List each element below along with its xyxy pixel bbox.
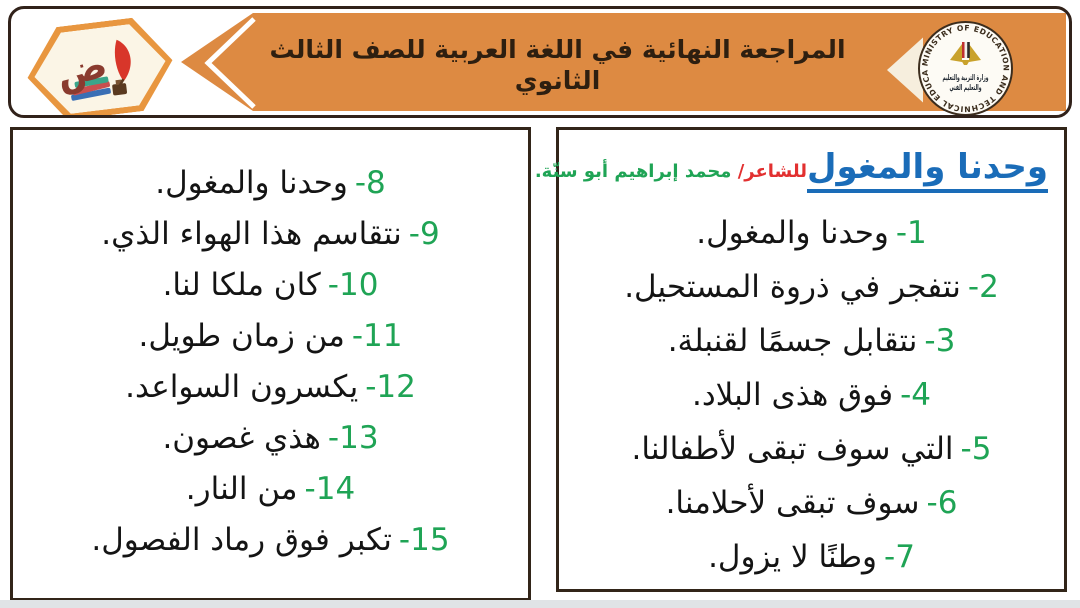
line-number: 12-: [365, 369, 416, 405]
ministry-name-calligraphy: وزارة التربية والتعليم والتعليم الفني: [943, 73, 989, 92]
line-number: 7-: [884, 539, 915, 575]
poet-credit: للشاعر/ محمد إبراهيم أبو سنّة.: [535, 161, 807, 182]
bottom-strip: [0, 600, 1080, 608]
line-text: التي سوف تبقى لأطفالنا.: [631, 431, 954, 467]
poet-name: محمد إبراهيم أبو سنّة.: [534, 160, 732, 182]
line-number: 6-: [926, 485, 958, 521]
line-text: وطنًا لا يزول.: [708, 539, 877, 575]
poem-panel-right: وحدنا والمغول للشاعر/ محمد إبراهيم أبو س…: [535, 127, 1067, 592]
line-number: 2-: [967, 269, 999, 305]
line-number: 11-: [351, 318, 403, 354]
svg-text:والتعليم الفني: والتعليم الفني: [950, 83, 982, 92]
poem-line: 1-وحدنا والمغول.: [571, 206, 1052, 260]
poem-line: 9-نتقاسم هذا الهواء الذي.: [13, 209, 528, 260]
line-number: 15-: [398, 522, 450, 558]
line-text: سوف تبقى لأحلامنا.: [665, 485, 920, 521]
publisher-badge: ض: [22, 13, 178, 118]
poem-line: 4-فوق هذى البلاد.: [571, 368, 1052, 422]
poem-line: 8-وحدنا والمغول.: [13, 158, 528, 209]
line-text: من النار.: [185, 471, 298, 507]
poem-line: 14-من النار.: [13, 464, 528, 515]
line-text: من زمان طويل.: [138, 318, 345, 354]
poem-line: 6-سوف تبقى لأحلامنا.: [571, 476, 1052, 530]
line-number: 5-: [960, 431, 992, 467]
poet-label: للشاعر/: [737, 160, 807, 182]
line-number: 4-: [900, 377, 931, 413]
poem-line: 2-نتفجر في ذروة المستحيل.: [571, 260, 1052, 314]
ministry-seal-icon: MINISTRY OF EDUCATION AND TECHNICAL EDUC…: [917, 20, 1013, 115]
line-number: 14-: [304, 471, 356, 507]
line-number: 8-: [354, 165, 386, 201]
poem-title: وحدنا والمغول: [806, 148, 1048, 194]
line-text: يكسرون السواعد.: [125, 369, 359, 405]
poem-panel-left: 8-وحدنا والمغول. 9-نتقاسم هذا الهواء الذ…: [10, 127, 531, 601]
eagle-icon: [950, 42, 981, 65]
line-text: كان ملكا لنا.: [162, 267, 321, 303]
poem-lines-right: 1-وحدنا والمغول. 2-نتفجر في ذروة المستحي…: [571, 206, 1052, 584]
line-number: 13-: [327, 420, 379, 456]
inkwell-icon: [112, 79, 128, 96]
badge-hexagon: ض: [29, 20, 170, 117]
poem-line: 11-من زمان طويل.: [13, 311, 528, 362]
poem-line: 5-التي سوف تبقى لأطفالنا.: [571, 422, 1052, 476]
poem-line: 13-هذي غصون.: [13, 413, 528, 464]
line-text: نتفجر في ذروة المستحيل.: [624, 269, 961, 305]
header-banner: المراجعة النهائية في اللغة العربية للصف …: [8, 6, 1072, 118]
poem-line: 3-نتقابل جسمًا لقنبلة.: [571, 314, 1052, 368]
line-text: نتقابل جسمًا لقنبلة.: [667, 323, 918, 359]
line-number: 10-: [327, 267, 379, 303]
poem-line: 12-يكسرون السواعد.: [13, 362, 528, 413]
poem-line: 7-وطنًا لا يزول.: [571, 530, 1052, 584]
page-title: المراجعة النهائية في اللغة العربية للصف …: [269, 34, 846, 95]
line-number: 3-: [924, 323, 956, 359]
line-text: تكبر فوق رماد الفصول.: [91, 522, 392, 558]
line-number: 9-: [408, 216, 440, 252]
line-text: وحدنا والمغول.: [155, 165, 348, 201]
line-text: هذي غصون.: [162, 420, 321, 456]
poem-line: 10-كان ملكا لنا.: [13, 260, 528, 311]
svg-text:وزارة التربية والتعليم: وزارة التربية والتعليم: [943, 73, 989, 82]
line-text: فوق هذى البلاد.: [692, 377, 894, 413]
poem-title-row: وحدنا والمغول للشاعر/ محمد إبراهيم أبو س…: [535, 142, 1052, 200]
poem-line: 15-تكبر فوق رماد الفصول.: [13, 515, 528, 566]
line-number: 1-: [895, 215, 927, 251]
line-text: وحدنا والمغول.: [696, 215, 889, 251]
poem-lines-left: 8-وحدنا والمغول. 9-نتقاسم هذا الهواء الذ…: [13, 130, 528, 566]
quill-icon: [113, 38, 134, 88]
line-text: نتقاسم هذا الهواء الذي.: [101, 216, 402, 252]
books-icon: [69, 76, 112, 101]
badge-letter: ض: [51, 41, 112, 97]
